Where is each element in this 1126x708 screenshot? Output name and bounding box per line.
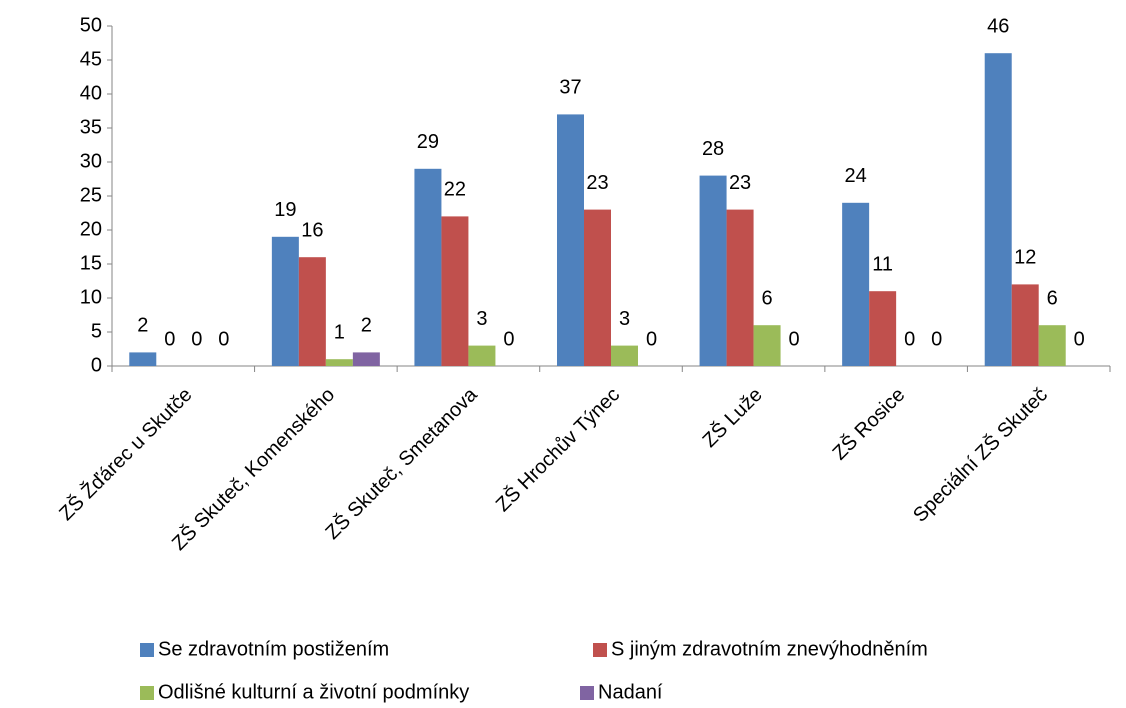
data-label: 0 [646,328,657,350]
data-label: 0 [931,328,942,350]
y-tick-label: 10 [80,286,102,308]
y-tick-label: 25 [80,184,102,206]
y-tick-label: 15 [80,252,102,274]
bar [129,352,157,366]
data-label: 0 [904,328,915,350]
y-tick-label: 40 [80,82,102,104]
data-label: 19 [274,199,296,221]
data-label: 24 [845,165,867,187]
bar [352,352,380,366]
data-label: 46 [987,15,1009,37]
data-label: 0 [218,328,229,350]
bar [842,202,870,366]
data-label: 2 [137,315,148,337]
data-label: 1 [334,321,345,343]
data-label: 23 [729,172,751,194]
data-label: 0 [1074,328,1085,350]
data-label: 0 [503,328,514,350]
data-label: 2 [361,315,372,337]
data-label: 29 [417,131,439,153]
data-label: 0 [789,328,800,350]
bar [414,168,442,366]
y-tick-label: 0 [91,354,102,376]
y-tick-label: 45 [80,48,102,70]
data-label: 16 [301,219,323,241]
x-tick-label: ZŠ Hrochův Týnec [491,383,624,516]
data-label: 6 [762,287,773,309]
data-label: 28 [702,138,724,160]
bar [726,209,754,366]
legend-swatch [593,643,607,657]
bar [325,359,353,366]
data-label: 3 [619,308,630,330]
bar [584,209,611,366]
legend-label: Nadaní [598,681,663,703]
data-label: 37 [559,77,581,99]
data-label: 11 [872,253,893,275]
y-tick-label: 30 [80,150,102,172]
legend-label: Se zdravotním postižením [158,638,389,660]
legend-swatch [580,686,594,700]
x-tick-label: ZŠ Skuteč, Smetanova [321,382,483,544]
data-label: 22 [444,179,466,201]
bar [699,175,727,366]
bar [557,114,584,367]
bar [753,325,781,366]
legend-label: S jiným zdravotním znevýhodněním [611,638,928,660]
data-label: 0 [191,328,202,350]
bar [1011,284,1039,366]
bar [468,345,496,366]
legend-swatch [140,686,154,700]
data-label: 23 [586,172,608,194]
data-label: 3 [476,308,487,330]
bar [984,53,1012,366]
x-tick-label: ZŠ Žďárec u Skutče [54,383,196,525]
legend-label: Odlišné kulturní a životní podmínky [158,681,469,703]
legend-swatch [140,643,154,657]
x-tick-label: ZŠ Skuteč, Komenského [167,383,339,555]
bar [298,257,326,366]
y-tick-label: 50 [80,14,102,36]
bar [869,291,897,366]
y-tick-label: 5 [91,320,102,342]
bar [1038,325,1066,366]
bar [611,345,638,366]
data-label: 6 [1047,287,1058,309]
x-tick-label: ZŠ Luže [698,383,767,452]
x-tick-label: Speciální ZŠ Skuteč [908,383,1052,527]
data-label: 12 [1014,247,1036,269]
bar [271,236,299,366]
y-tick-label: 35 [80,116,102,138]
data-label: 0 [164,328,175,350]
y-tick-label: 20 [80,218,102,240]
x-tick-label: ZŠ Rosice [828,383,909,464]
bar [441,216,469,366]
